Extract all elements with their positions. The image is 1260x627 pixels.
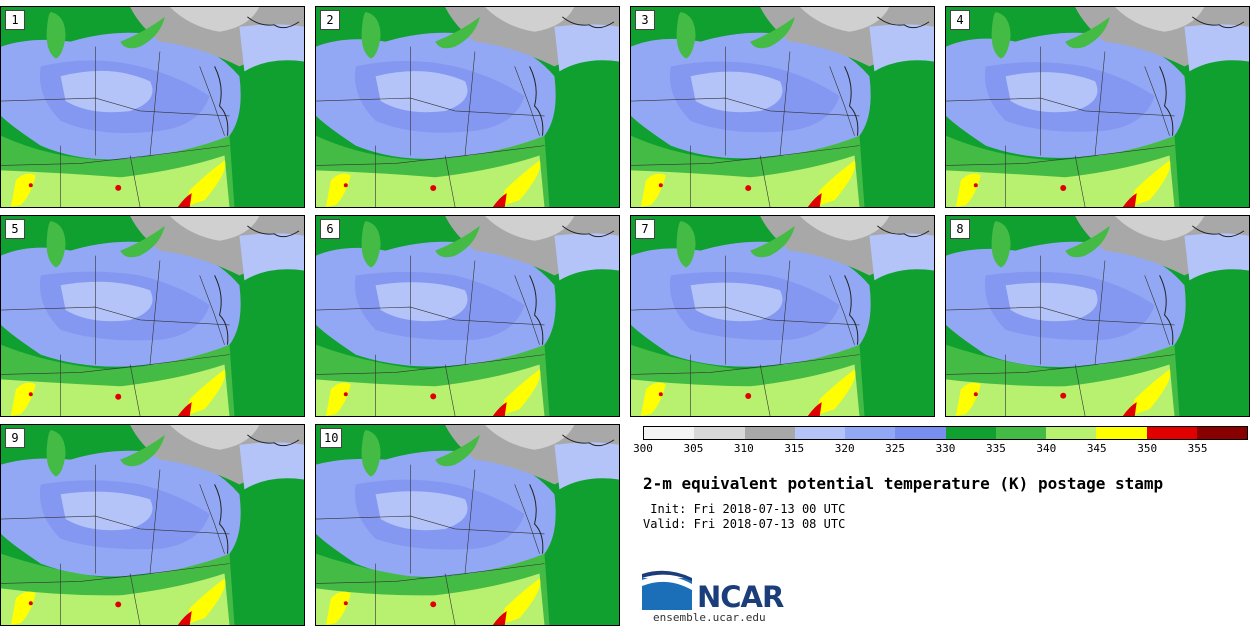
colorbar-ticks: 300 305 310 315 320 325 330 335 340 345 350 355	[633, 440, 1248, 460]
colorbar-segment	[945, 427, 996, 439]
member-number-label: 7	[635, 219, 655, 239]
colorbar	[643, 426, 1248, 440]
postage-stamp-map: 7	[630, 215, 935, 417]
colorbar-tick-label: 345	[1086, 442, 1107, 455]
colorbar-tick-label: 315	[784, 442, 805, 455]
member-number-label: 5	[5, 219, 25, 239]
colorbar-tick-label: 340	[1036, 442, 1057, 455]
member-number-label: 3	[635, 10, 655, 30]
postage-stamp-map: 3	[630, 6, 935, 208]
member-number-label: 10	[320, 428, 343, 448]
colorbar-segment	[694, 427, 745, 439]
colorbar-tick-label: 325	[885, 442, 906, 455]
postage-stamp-map: 6	[315, 215, 620, 417]
postage-stamp-map: 10	[315, 424, 620, 626]
colorbar-tick-label: 335	[985, 442, 1006, 455]
member-number-label: 4	[950, 10, 970, 30]
colorbar-segment	[895, 427, 946, 439]
colorbar-segment	[1146, 427, 1197, 439]
colorbar-segment	[845, 427, 896, 439]
colorbar-tick-label: 305	[683, 442, 704, 455]
colorbar-tick-label: 350	[1137, 442, 1158, 455]
colorbar-tick-label: 355	[1187, 442, 1208, 455]
colorbar-segment	[1196, 427, 1247, 439]
valid-time: Valid: Fri 2018-07-13 08 UTC	[643, 517, 846, 531]
colorbar-segment	[794, 427, 845, 439]
member-number-label: 2	[320, 10, 340, 30]
colorbar-segment	[744, 427, 795, 439]
site-url: ensemble.ucar.edu	[653, 611, 766, 624]
colorbar-segment	[1046, 427, 1097, 439]
colorbar-tick-label: 310	[733, 442, 754, 455]
member-number-label: 1	[5, 10, 25, 30]
member-number-label: 8	[950, 219, 970, 239]
colorbar-tick-label: 320	[834, 442, 855, 455]
postage-stamp-map: 1	[0, 6, 305, 208]
postage-stamp-map: 8	[945, 215, 1250, 417]
logo-text: NCAR	[697, 580, 784, 614]
member-number-label: 9	[5, 428, 25, 448]
init-time: Init: Fri 2018-07-13 00 UTC	[643, 502, 846, 516]
postage-stamp-map: 9	[0, 424, 305, 626]
colorbar-segment	[1096, 427, 1147, 439]
postage-stamp-map: 2	[315, 6, 620, 208]
colorbar-segment	[995, 427, 1046, 439]
colorbar-tick-label: 300	[633, 442, 653, 455]
member-number-label: 6	[320, 219, 340, 239]
ncar-logo-icon	[642, 570, 692, 610]
colorbar-tick-label: 330	[935, 442, 956, 455]
figure-title: 2-m equivalent potential temperature (K)…	[643, 474, 1164, 493]
postage-stamp-map: 5	[0, 215, 305, 417]
postage-stamp-map: 4	[945, 6, 1250, 208]
colorbar-segment	[644, 427, 695, 439]
